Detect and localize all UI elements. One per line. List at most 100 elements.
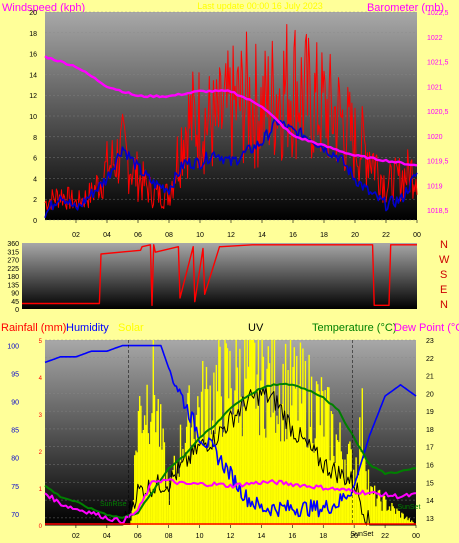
solar-bar — [319, 425, 321, 525]
climate-x-tick-label: 14 — [258, 533, 266, 540]
solar-bar — [369, 494, 371, 525]
solar-bar — [267, 346, 269, 525]
solar-bar — [278, 383, 281, 525]
wind-x-tick-label: 20 — [351, 232, 359, 239]
solar-bar — [402, 513, 404, 525]
solar-bar — [207, 389, 209, 525]
solar-bar — [229, 350, 231, 525]
sunrise-label: SunRise — [100, 501, 127, 508]
solar-bar — [181, 461, 183, 525]
solar-bar — [401, 512, 403, 525]
wind-y-tick-label: 12 — [29, 93, 37, 100]
solar-bar — [394, 513, 397, 525]
barometer-axis-label: Barometer (mb) — [367, 2, 444, 14]
solar-bar — [407, 520, 409, 525]
solar-bar — [252, 340, 255, 525]
humidity-y-tick-label: 90 — [11, 400, 19, 407]
winddir-y-tick-label: 360 — [7, 241, 19, 248]
solar-bar — [145, 424, 147, 525]
solar-bar — [371, 487, 373, 525]
solar-bar — [163, 442, 166, 525]
solar-bar — [397, 510, 399, 525]
humidity-y-tick-label: 80 — [11, 456, 19, 463]
solar-bar — [366, 489, 368, 525]
compass-n: N — [440, 239, 448, 251]
winddir-y-tick-label: 45 — [11, 299, 19, 306]
rainfall-y-tick-label: 5 — [39, 339, 43, 345]
solar-bar — [356, 477, 359, 525]
rainfall-y-tick-label: 2 — [39, 450, 43, 456]
solar-bar — [147, 433, 150, 525]
solar-bar — [377, 490, 380, 525]
solar-bar — [209, 385, 211, 525]
humidity-y-tick-label: 75 — [11, 484, 19, 491]
compass-s: S — [440, 269, 447, 281]
solar-bar — [228, 398, 230, 525]
temperature-y-tick-label: 17 — [426, 445, 434, 452]
solar-bar — [277, 424, 279, 525]
climate-x-tick-label: 16 — [288, 533, 296, 540]
wind-direction-series-line — [22, 244, 417, 306]
solar-bar — [214, 433, 216, 525]
solar-bar — [315, 381, 318, 525]
wind-y-tick-label: 20 — [29, 10, 37, 17]
solar-bar — [382, 495, 385, 525]
temperature-y-tick-label: 21 — [426, 374, 434, 381]
solar-bar — [182, 448, 184, 525]
solar-bar — [365, 471, 367, 525]
solar-bar — [178, 476, 180, 525]
solar-bar — [312, 443, 314, 525]
uv-legend-label: UV — [248, 322, 264, 334]
solar-bar — [375, 506, 377, 525]
solar-bar — [322, 391, 324, 525]
solar-bar — [262, 356, 265, 525]
solar-bar — [279, 441, 282, 525]
solar-bar — [132, 500, 135, 525]
compass-e: E — [440, 284, 447, 296]
solar-bar — [284, 343, 287, 525]
solar-bar — [385, 499, 387, 525]
solar-bar — [257, 340, 260, 525]
humidity-y-tick-label: 100 — [7, 344, 19, 351]
barometer-y-tick-label: 1019,5 — [427, 159, 449, 166]
solar-bar — [370, 486, 372, 525]
solar-bar — [282, 363, 284, 525]
solar-bar — [268, 363, 271, 525]
solar-bar — [364, 456, 366, 525]
solar-bar — [167, 480, 169, 525]
solar-bar — [399, 517, 402, 525]
solar-bar — [241, 436, 244, 525]
humidity-series-line — [44, 344, 417, 518]
solar-bar — [345, 484, 347, 525]
solar-bar — [197, 396, 199, 525]
solar-bar — [310, 376, 313, 525]
wind-y-tick-label: 16 — [29, 52, 37, 59]
solar-bar — [190, 427, 193, 525]
solar-bar — [202, 360, 204, 525]
solar-bar — [235, 340, 237, 525]
solar-bar — [263, 428, 266, 525]
rainfall-axis-label: Rainfall (mm) — [1, 322, 66, 334]
solar-bar — [210, 434, 213, 525]
climate-x-tick-label: 10 — [196, 533, 204, 540]
solar-bar — [168, 504, 171, 525]
solar-bar — [223, 432, 225, 525]
compass-w: W — [439, 254, 450, 266]
solar-bar — [320, 377, 323, 525]
temperature-y-tick-label: 22 — [426, 356, 434, 363]
barometer-y-tick-label: 1020,5 — [427, 109, 449, 116]
solar-bar — [226, 348, 229, 525]
solar-bar — [174, 475, 177, 525]
solar-bar — [381, 510, 383, 525]
solar-bar — [341, 459, 344, 525]
solar-bar — [386, 510, 388, 525]
barometer-y-tick-label: 1018,5 — [427, 208, 449, 215]
wind-x-tick-label: 18 — [320, 232, 328, 239]
solar-bar — [304, 360, 307, 525]
wind-x-tick-label: 12 — [227, 232, 235, 239]
sunset-bottom-label: SunSet — [350, 531, 373, 538]
solar-bar — [236, 367, 239, 525]
solar-bar — [318, 391, 320, 525]
winddir-y-tick-label: 135 — [7, 282, 19, 289]
